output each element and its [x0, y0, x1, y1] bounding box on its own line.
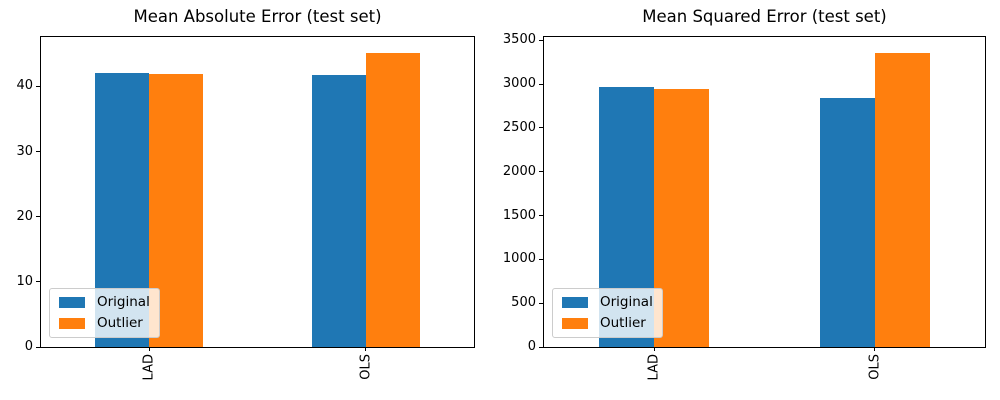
- x-axis-tick-label: LAD: [142, 354, 157, 380]
- y-axis-tick-mark: [539, 127, 543, 129]
- legend-label-original: Original: [97, 294, 150, 310]
- legend-label-outlier: Outlier: [97, 315, 143, 331]
- y-axis-tick-label: 1000: [502, 251, 536, 267]
- y-axis-tick-mark: [36, 346, 40, 348]
- x-axis-tick-mark: [653, 347, 655, 351]
- legend: Original Outlier: [552, 288, 663, 338]
- legend-item-original: Original: [59, 295, 150, 310]
- y-axis-tick-mark: [539, 215, 543, 217]
- legend-swatch-outlier: [562, 318, 588, 329]
- y-axis-tick-label: 2500: [502, 119, 536, 135]
- bar-outlier-lad: [654, 88, 710, 347]
- x-axis-tick-label: OLS: [867, 354, 882, 380]
- x-axis-category-text: OLS: [358, 354, 374, 380]
- y-axis-tick-mark: [36, 85, 40, 87]
- x-axis-tick-label: LAD: [647, 354, 662, 380]
- bar-outlier-ols: [874, 53, 930, 347]
- y-axis-tick-mark: [539, 39, 543, 41]
- legend-swatch-original: [562, 297, 588, 308]
- y-axis-tick-label: 0: [527, 339, 536, 354]
- x-axis-category-text: LAD: [646, 354, 662, 381]
- bar-outlier-ols: [365, 53, 420, 347]
- y-axis-tick-mark: [36, 216, 40, 218]
- x-axis-category-text: LAD: [141, 354, 157, 381]
- y-axis-tick-mark: [539, 302, 543, 304]
- legend-label-original: Original: [600, 294, 653, 310]
- x-axis-category-text: OLS: [867, 354, 883, 380]
- y-axis-tick-label: 500: [511, 295, 536, 311]
- x-axis-tick-mark: [148, 347, 150, 351]
- plot-area-mean-absolute-error: 0 10 20 30 40 LAD OLS Original Outlier: [16, 36, 475, 380]
- y-axis-tick-mark: [539, 171, 543, 173]
- chart-title-mean-squared-error: Mean Squared Error (test set): [642, 7, 887, 26]
- y-axis-tick-label: 20: [16, 208, 33, 224]
- y-axis-tick-mark: [36, 281, 40, 283]
- x-axis-tick-mark: [874, 347, 876, 351]
- y-axis-tick-label: 1500: [502, 207, 536, 223]
- legend: Original Outlier: [49, 288, 160, 338]
- legend-item-outlier: Outlier: [562, 316, 653, 331]
- y-axis-tick-label: 2000: [502, 163, 536, 179]
- bar-original-ols: [819, 97, 875, 347]
- legend-swatch-outlier: [59, 318, 85, 329]
- legend-item-original: Original: [562, 295, 653, 310]
- x-axis-tick-label: OLS: [358, 354, 373, 380]
- y-axis-tick-label: 3500: [502, 32, 536, 48]
- legend-label-outlier: Outlier: [600, 315, 646, 331]
- y-axis-tick-label: 40: [16, 78, 33, 94]
- y-axis-tick-mark: [539, 83, 543, 85]
- plot-area-mean-squared-error: 0 500 1000 1500 2000 2500 3000 3500 LAD OLS Origin…: [503, 32, 986, 380]
- x-axis-tick-mark: [365, 347, 367, 351]
- chart-title-mean-absolute-error: Mean Absolute Error (test set): [133, 7, 382, 26]
- legend-item-outlier: Outlier: [59, 316, 150, 331]
- y-axis-tick-mark: [36, 151, 40, 153]
- bar-original-ols: [311, 75, 366, 347]
- y-axis-tick-mark: [539, 258, 543, 260]
- y-axis-tick-label: 10: [16, 273, 33, 289]
- legend-swatch-original: [59, 297, 85, 308]
- y-axis-tick-mark: [539, 346, 543, 348]
- y-axis-tick-label: 30: [16, 143, 33, 159]
- y-axis-tick-label: 3000: [502, 76, 536, 92]
- y-axis-tick-label: 0: [24, 339, 33, 354]
